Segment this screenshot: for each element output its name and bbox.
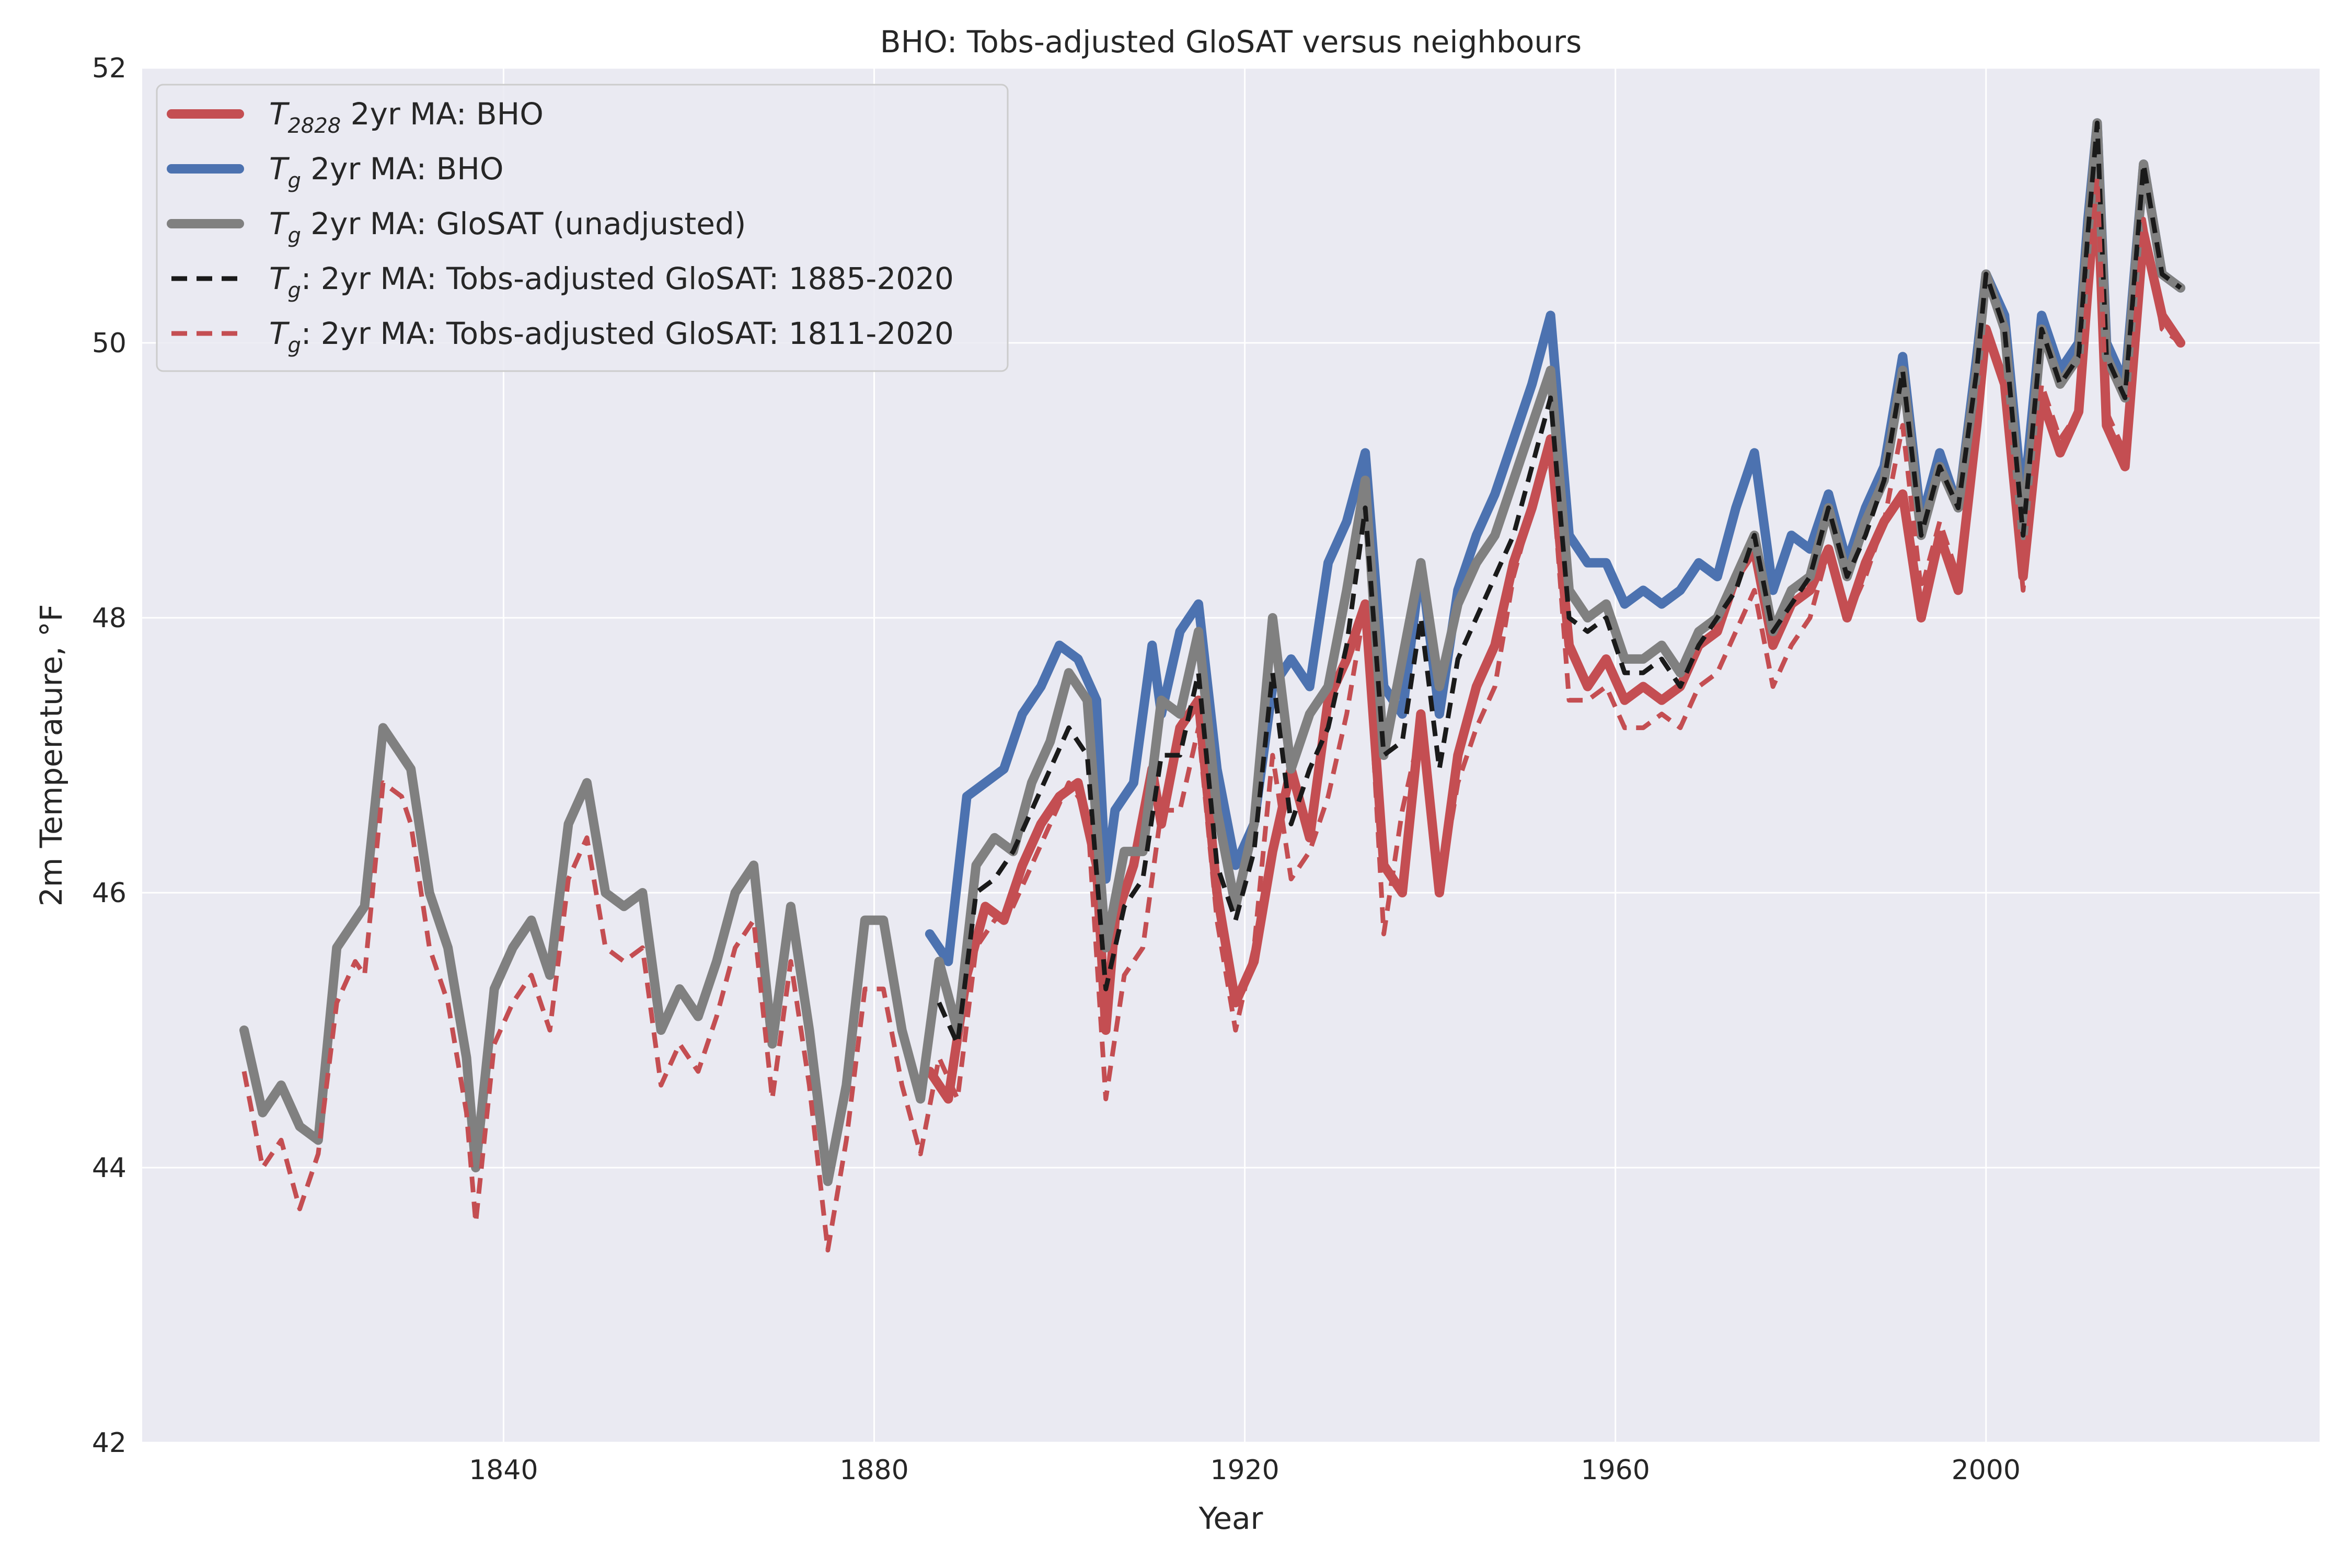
x-tick-label: 1880 — [839, 1455, 908, 1486]
chart-title: BHO: Tobs-adjusted GloSAT versus neighbo… — [880, 24, 1582, 60]
legend-label-subscript: g — [287, 224, 301, 248]
x-tick-label: 1960 — [1581, 1455, 1650, 1486]
y-tick-label: 42 — [92, 1427, 126, 1459]
legend-label-subscript: g — [287, 169, 301, 193]
legend-label-text: 2yr MA: GloSAT (unadjusted) — [301, 206, 746, 241]
y-tick-label: 52 — [92, 53, 126, 84]
legend-label-symbol: T — [269, 151, 290, 187]
legend-label-text: : 2yr MA: Tobs-adjusted GloSAT: 1885-202… — [301, 261, 954, 296]
legend-label-subscript: g — [287, 333, 301, 358]
legend-label-text: : 2yr MA: Tobs-adjusted GloSAT: 1811-202… — [301, 316, 954, 351]
tick-labels: 1840 1880 1920 1960 2000 42 44 46 48 50 52 — [92, 53, 2021, 1486]
legend-label-text: 2yr MA: BHO — [301, 151, 504, 187]
y-tick-label: 44 — [92, 1152, 126, 1184]
legend-box — [156, 84, 1009, 372]
legend-label-subscript: g — [287, 279, 301, 303]
legend-label-3: Tg 2yr MA: GloSAT (unadjusted) — [269, 206, 746, 248]
series-lines — [239, 118, 2186, 1253]
legend-label-4: Tg: 2yr MA: Tobs-adjusted GloSAT: 1885-2… — [269, 261, 954, 303]
y-tick-label: 48 — [92, 603, 126, 634]
legend-label-symbol: T — [269, 96, 290, 132]
series-line-4 — [937, 120, 2182, 1046]
y-tick-label: 50 — [92, 328, 126, 359]
x-axis-label: Year — [1198, 1501, 1263, 1536]
legend-label-subscript: 2828 — [287, 114, 341, 138]
x-tick-label: 2000 — [1952, 1455, 2021, 1486]
legend-label-symbol: T — [269, 206, 290, 241]
legend-label-1: T2828 2yr MA: BHO — [269, 96, 544, 138]
legend-label-5: Tg: 2yr MA: Tobs-adjusted GloSAT: 1811-2… — [269, 316, 954, 358]
x-tick-label: 1920 — [1210, 1455, 1279, 1486]
gridlines — [142, 67, 2320, 1444]
legend-label-symbol: T — [269, 261, 290, 296]
y-axis-label: 2m Temperature, °F — [33, 604, 69, 906]
legend-label-symbol: T — [269, 316, 290, 351]
y-tick-label: 46 — [92, 878, 126, 909]
series-line-5 — [241, 175, 2182, 1253]
legend-label-text: 2yr MA: BHO — [341, 96, 544, 132]
legend-label-2: Tg 2yr MA: BHO — [269, 151, 504, 193]
x-tick-label: 1840 — [469, 1455, 538, 1486]
